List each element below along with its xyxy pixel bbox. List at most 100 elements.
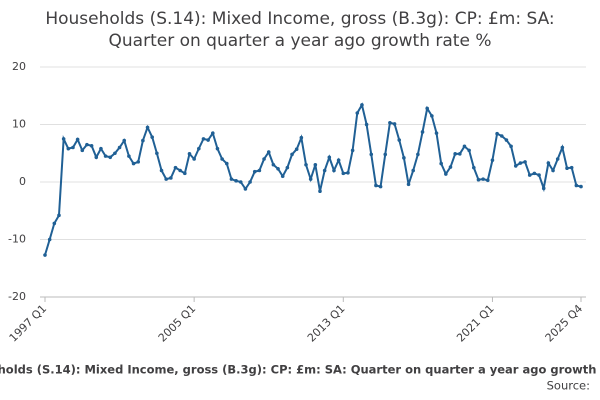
point	[555, 157, 560, 161]
point	[155, 151, 159, 156]
y-tick-label: -10	[8, 233, 26, 246]
point	[178, 168, 182, 173]
point	[108, 155, 113, 160]
point	[350, 148, 355, 153]
point	[509, 144, 513, 149]
point	[234, 179, 238, 183]
point	[332, 168, 336, 173]
point	[397, 138, 402, 142]
point	[560, 145, 565, 150]
point	[164, 177, 168, 181]
point	[61, 137, 66, 141]
point	[141, 138, 145, 143]
point	[569, 165, 574, 170]
source: Source:	[547, 379, 590, 393]
point	[416, 152, 420, 157]
point	[448, 165, 453, 169]
point	[313, 162, 318, 167]
point	[360, 103, 364, 107]
point	[383, 152, 388, 157]
point	[364, 122, 369, 127]
point	[481, 177, 485, 181]
point	[579, 184, 583, 189]
point	[192, 157, 196, 161]
point	[117, 145, 122, 150]
point	[127, 154, 131, 158]
point	[75, 137, 80, 142]
point	[238, 180, 243, 184]
point	[266, 150, 271, 154]
point	[47, 237, 52, 242]
point	[430, 114, 434, 118]
point	[513, 164, 518, 168]
y-tick-label: 0	[19, 175, 26, 188]
point	[565, 166, 569, 170]
point	[341, 171, 346, 176]
point	[495, 131, 499, 136]
point	[299, 135, 304, 140]
point	[276, 166, 280, 171]
point	[113, 151, 117, 156]
point	[52, 221, 57, 226]
point	[499, 134, 504, 138]
point	[322, 168, 327, 173]
point	[402, 156, 406, 160]
point	[318, 189, 322, 193]
point	[444, 172, 448, 176]
point	[290, 152, 294, 157]
point	[243, 187, 248, 191]
y-tick-label: 20	[12, 60, 26, 73]
point	[574, 183, 579, 188]
point	[462, 144, 467, 149]
point	[252, 169, 257, 174]
point	[472, 165, 476, 170]
point	[355, 111, 360, 115]
point	[122, 138, 127, 143]
point	[206, 138, 210, 142]
point	[458, 152, 462, 156]
point	[215, 146, 220, 151]
point	[94, 155, 99, 160]
point	[434, 131, 439, 135]
point	[453, 152, 457, 156]
point	[257, 168, 262, 173]
point	[150, 135, 154, 139]
point	[411, 168, 416, 173]
point	[285, 165, 290, 170]
point	[378, 184, 383, 189]
point	[89, 143, 94, 148]
point	[201, 137, 206, 141]
point	[546, 161, 551, 165]
point	[504, 138, 509, 142]
y-tick-label: 10	[12, 118, 26, 131]
point	[103, 154, 108, 158]
point	[374, 183, 378, 188]
point	[85, 142, 89, 147]
point	[271, 162, 276, 167]
point	[43, 253, 47, 257]
point	[532, 171, 537, 176]
point	[485, 178, 490, 183]
point	[490, 158, 495, 162]
point	[294, 147, 299, 152]
point	[527, 173, 532, 177]
point	[392, 122, 397, 126]
point	[425, 106, 429, 111]
point	[523, 160, 527, 164]
point	[476, 177, 481, 182]
point	[66, 146, 71, 151]
point	[280, 174, 285, 179]
point	[80, 148, 85, 153]
point	[197, 146, 201, 151]
point	[537, 173, 541, 177]
point	[131, 161, 136, 166]
point	[308, 177, 313, 181]
point	[467, 148, 471, 153]
point	[518, 161, 523, 165]
chart-title: Quarter on quarter a year ago growth rat…	[109, 31, 492, 51]
y-tick-label: -20	[8, 290, 26, 303]
point	[187, 152, 192, 156]
point	[551, 168, 555, 173]
point	[173, 165, 178, 170]
point	[136, 160, 141, 164]
